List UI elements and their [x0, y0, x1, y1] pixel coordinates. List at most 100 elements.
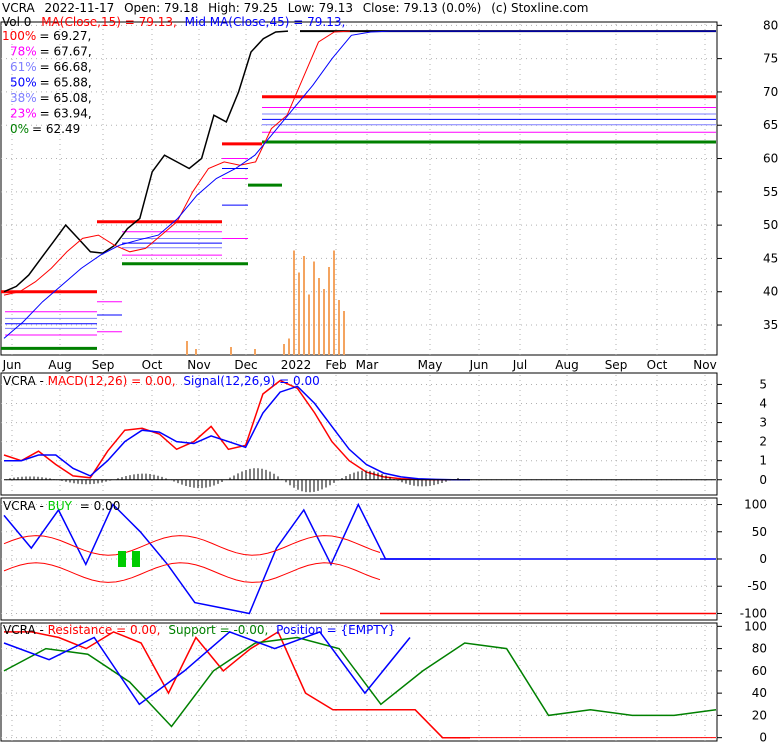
macd-panel-frame — [0, 372, 718, 496]
series-line-mid-ma-close-45- — [3, 30, 391, 339]
volume-bar — [283, 344, 285, 355]
fib-pct: 0% — [10, 122, 29, 136]
y-tick-label: 1 — [759, 454, 767, 468]
x-tick-label: Dec — [234, 358, 257, 372]
x-tick-label: Mar — [356, 358, 379, 372]
fib-value: = 65.88, — [40, 76, 92, 90]
y-tick-label: 20 — [752, 708, 767, 722]
price-panel-frame — [0, 21, 718, 356]
series-line-buy — [3, 502, 440, 615]
y-tick-label: 60 — [763, 152, 778, 166]
y-tick-label: 35 — [763, 318, 778, 332]
x-tick-label: May — [418, 358, 443, 372]
fib-pct: 61% — [10, 60, 37, 74]
buy-lower-envelope — [3, 562, 381, 583]
x-tick-label: Oct — [647, 358, 668, 372]
y-tick-label: 75 — [763, 52, 778, 66]
header-date: 2022-11-17 — [44, 1, 114, 15]
price-overlay-layer — [1, 30, 716, 355]
buy-title: VCRA - BUY = 0.00 — [3, 499, 120, 513]
volume-bar — [303, 256, 305, 355]
price-header: VCRA 2022-11-17 Open: 79.18 High: 79.25 … — [2, 1, 588, 29]
y-tick-label: 0 — [759, 552, 767, 566]
fib-legend-entry: 38% = 65.08, — [10, 91, 92, 105]
x-tick-label: Jun — [469, 358, 489, 372]
fib-pct: 50% — [10, 76, 37, 90]
buy-upper-envelope — [3, 535, 381, 556]
volume-bar — [186, 341, 188, 355]
volume-bar — [338, 300, 340, 355]
x-tick-label: Nov — [187, 358, 210, 372]
volume-bar — [318, 278, 320, 355]
fib-value: = 69.27, — [39, 29, 91, 43]
fib-value: = 67.67, — [40, 45, 92, 59]
y-tick-label: 60 — [752, 664, 767, 678]
header-high: High: 79.25 — [208, 1, 278, 15]
ma-short-label: MA(Close,15) = 79.13, — [41, 15, 177, 29]
macd-label: MACD(12,26) = 0.00, — [48, 374, 176, 388]
y-tick-label: 4 — [759, 397, 767, 411]
header-ticker: VCRA — [2, 1, 35, 15]
x-tick-label: Oct — [142, 358, 163, 372]
rs-title: VCRA - Resistance = 0.00, Support = -0.0… — [3, 623, 396, 637]
fib-value: = 65.08, — [40, 91, 92, 105]
y-tick-label: 80 — [752, 642, 767, 656]
y-tick-label: 100 — [744, 619, 767, 633]
y-tick-label: 55 — [763, 185, 778, 199]
y-tick-label: 100 — [744, 498, 767, 512]
signal-label: Signal(12,26,9) = 0.00 — [183, 374, 319, 388]
position-label: Position = {EMPTY} — [276, 623, 396, 637]
fib-value: = 63.94, — [40, 107, 92, 121]
volume-bar — [288, 338, 290, 355]
buy-marker — [132, 551, 140, 567]
fib-legend-entry: 0% = 62.49 — [10, 122, 80, 136]
volume-bar — [308, 294, 310, 355]
header-open: Open: 79.18 — [124, 1, 198, 15]
fib-legend-entry: 61% = 66.68, — [10, 60, 92, 74]
macd-prefix: VCRA - — [3, 374, 48, 388]
y-tick-label: 40 — [752, 686, 767, 700]
volume-bar — [323, 289, 325, 355]
y-tick-label: 0 — [759, 731, 767, 745]
x-tick-label: Sep — [92, 358, 115, 372]
series-line-support — [3, 636, 717, 728]
x-tick-label: Jul — [512, 358, 527, 372]
header-close: Close: 79.13 (0.0%) — [363, 1, 482, 15]
x-tick-label: Aug — [48, 358, 71, 372]
x-tick-label: Jun — [2, 358, 22, 372]
volume-bar — [254, 349, 256, 355]
volume-bar — [343, 311, 345, 355]
y-tick-label: 80 — [763, 18, 778, 32]
grid-layer — [1, 24, 717, 741]
macd-title: VCRA - MACD(12,26) = 0.00, Signal(12,26,… — [3, 374, 320, 388]
y-tick-label: -50 — [747, 579, 767, 593]
volume-bar — [313, 261, 315, 355]
x-tick-label: Nov — [693, 358, 716, 372]
volume-bar — [298, 272, 300, 355]
x-tick-label: Aug — [555, 358, 578, 372]
y-tick-label: -100 — [740, 606, 767, 620]
series-line-position — [3, 631, 411, 706]
volume-bar — [195, 349, 197, 355]
buy-value: = 0.00 — [80, 499, 121, 513]
fib-value: = 66.68, — [40, 60, 92, 74]
fib-pct: 38% — [10, 91, 37, 105]
x-tick-label: Sep — [605, 358, 628, 372]
ma-mid-label: Mid MA(Close,45) = 79.13, — [185, 15, 346, 29]
resistance-label: Resistance = 0.00, — [48, 623, 161, 637]
support-label: Support = -0.00, — [168, 623, 268, 637]
y-tick-label: 45 — [763, 251, 778, 265]
fib-legend-entry: 78% = 67.67, — [10, 45, 92, 59]
series-layer — [3, 30, 717, 739]
fib-value: = 62.49 — [32, 122, 80, 136]
y-tick-label: 2 — [759, 435, 767, 449]
fib-legend-entry: 100% = 69.27, — [2, 29, 91, 43]
y-tick-label: 0 — [759, 473, 767, 487]
volume-bar — [293, 250, 295, 355]
header-credit: (c) Stoxline.com — [491, 1, 588, 15]
fib-legend-entry: 50% = 65.88, — [10, 76, 92, 90]
ma-line: Vol 0 MA(Close,15) = 79.13, Mid MA(Close… — [2, 15, 345, 29]
volume-bar — [230, 347, 232, 355]
fib-legend: 100% = 69.27, 78% = 67.67, 61% = 66.68, 50%… — [2, 29, 92, 136]
